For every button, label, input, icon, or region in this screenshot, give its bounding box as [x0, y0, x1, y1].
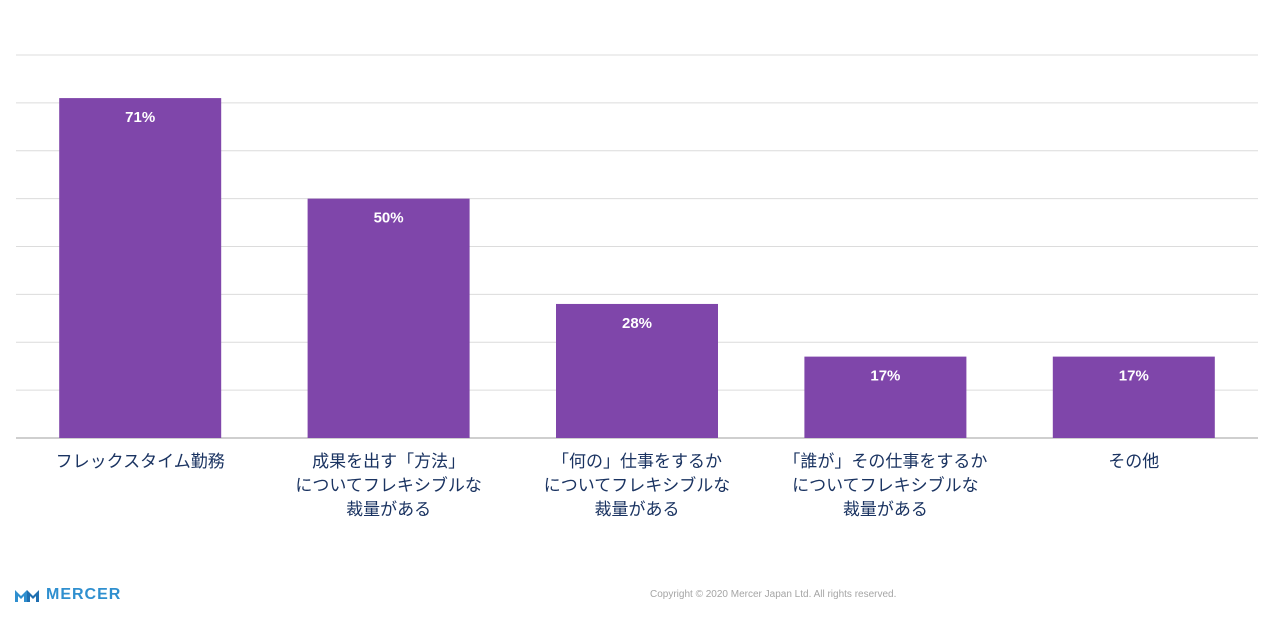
category-label: フレックスタイム勤務 — [55, 452, 225, 472]
bar-value-label: 17% — [1119, 368, 1149, 385]
bar — [307, 198, 470, 438]
bar-value-label: 50% — [374, 210, 404, 227]
category-label: 「何の」仕事をするか についてフレキシブルな 裁量がある — [543, 452, 731, 520]
bar — [556, 303, 718, 438]
category-label: 成果を出す「方法」 についてフレキシブルな 裁量がある — [295, 452, 482, 520]
bar-value-label: 28% — [622, 315, 652, 332]
copyright-text: Copyright © 2020 Mercer Japan Ltd. All r… — [650, 589, 897, 600]
category-label: 「誰が」その仕事をするか についてフレキシブルな 裁量がある — [783, 452, 988, 520]
logo-text: MERCER — [46, 586, 122, 603]
bar — [1052, 356, 1215, 438]
bar-value-label: 17% — [870, 368, 900, 385]
mercer-logo: MERCER — [14, 584, 121, 606]
bar — [804, 356, 967, 438]
bar — [59, 98, 222, 439]
category-label: その他 — [1108, 452, 1160, 472]
mercer-logo-mark-icon — [15, 590, 39, 602]
bar-value-label: 71% — [125, 109, 155, 126]
